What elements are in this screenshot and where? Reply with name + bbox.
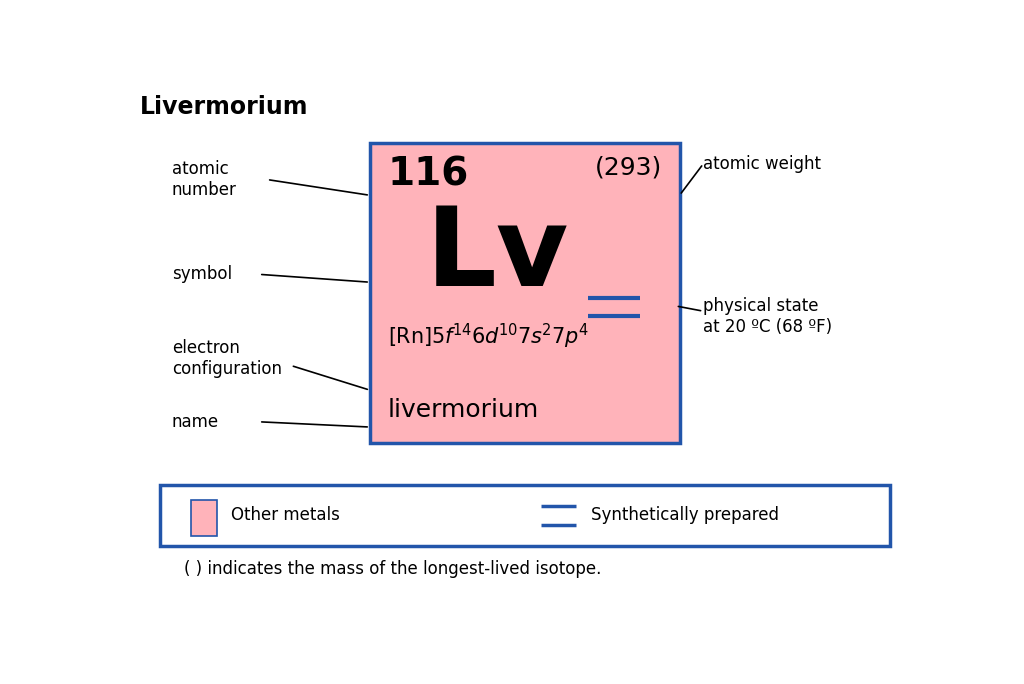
Text: Livermorium: Livermorium bbox=[140, 95, 308, 119]
Text: ( ) indicates the mass of the longest-lived isotope.: ( ) indicates the mass of the longest-li… bbox=[183, 560, 601, 578]
Bar bbox=[191, 500, 217, 536]
Text: symbol: symbol bbox=[172, 265, 231, 283]
Text: name: name bbox=[172, 412, 219, 431]
Bar bbox=[370, 143, 680, 443]
Text: atomic weight: atomic weight bbox=[703, 155, 821, 173]
Text: $\rm{[Rn]5}$$\it{f}$$\rm{^{14}6}$$\it{d}$$\rm{^{10}7}$$\it{s}$$\rm{^{2}7}$$\it{p: $\rm{[Rn]5}$$\it{f}$$\rm{^{14}6}$$\it{d}… bbox=[387, 321, 588, 351]
Bar bbox=[160, 485, 890, 546]
Text: electron
configuration: electron configuration bbox=[172, 339, 282, 378]
Text: livermorium: livermorium bbox=[387, 398, 539, 422]
Text: Synthetically prepared: Synthetically prepared bbox=[591, 506, 778, 524]
Text: physical state
at 20 ºC (68 ºF): physical state at 20 ºC (68 ºF) bbox=[703, 297, 833, 336]
Text: Lv: Lv bbox=[426, 202, 569, 309]
Text: (293): (293) bbox=[595, 156, 663, 180]
Text: 116: 116 bbox=[387, 156, 469, 194]
Text: Other metals: Other metals bbox=[231, 506, 340, 524]
Text: atomic
number: atomic number bbox=[172, 160, 237, 199]
